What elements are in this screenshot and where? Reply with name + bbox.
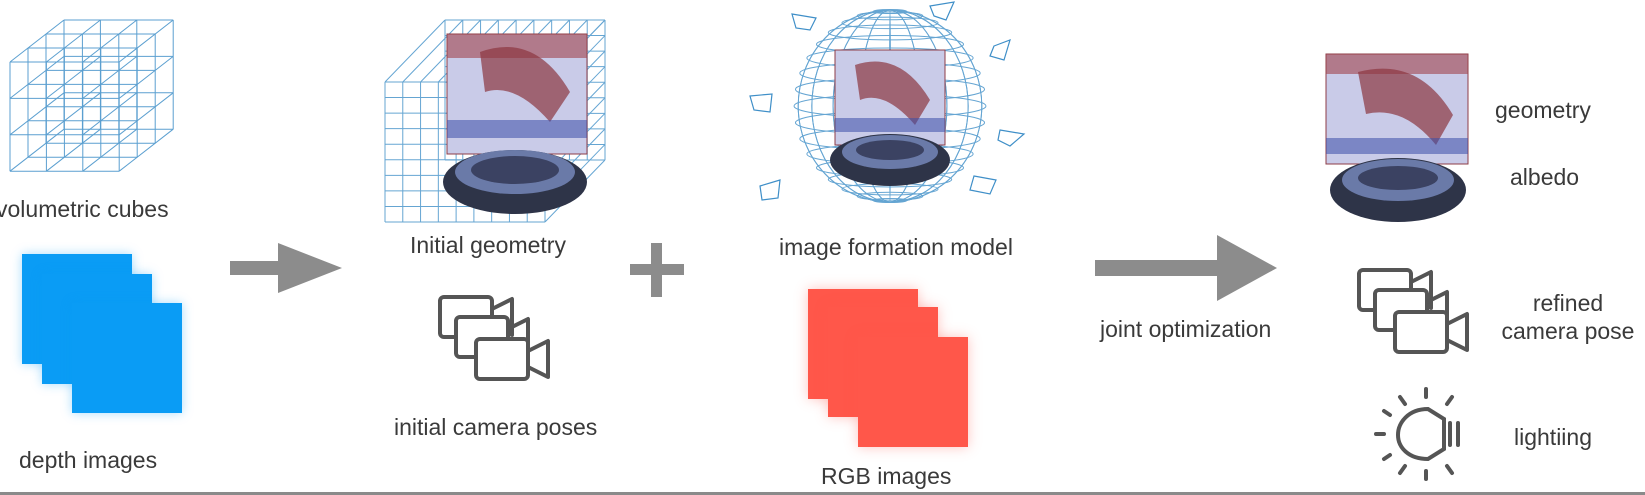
rgb-images-label: RGB images bbox=[821, 463, 952, 489]
camera-icon bbox=[1357, 268, 1469, 354]
bottom-divider bbox=[0, 492, 1645, 495]
camera-icon bbox=[438, 295, 550, 381]
refined-geometry-graphic bbox=[1325, 53, 1469, 222]
joint-optimization-label: joint optimization bbox=[1100, 316, 1272, 342]
arrow-right-icon bbox=[230, 243, 342, 293]
image-formation-sphere-graphic bbox=[749, 1, 1026, 204]
albedo-label: albedo bbox=[1510, 164, 1580, 190]
initial-geometry-label: Initial geometry bbox=[410, 232, 566, 258]
arrow-right-icon bbox=[1095, 235, 1277, 301]
refined-camera-pose-line2: camera pose bbox=[1501, 318, 1635, 344]
depth-images-label: depth images bbox=[19, 447, 158, 473]
refined-camera-pose-label: refined camera pose bbox=[1493, 289, 1643, 345]
rgb-image-3 bbox=[858, 337, 968, 447]
volumetric-cubes-graphic bbox=[9, 19, 174, 172]
refined-camera-pose-line1: refined bbox=[1532, 290, 1604, 316]
depth-image-3 bbox=[72, 303, 182, 413]
initial-geometry-graphic bbox=[384, 19, 606, 223]
geometry-label: geometry bbox=[1495, 97, 1591, 123]
volumetric-cubes-label: volumetric cubes bbox=[0, 196, 169, 222]
plus-icon bbox=[630, 243, 684, 297]
image-formation-model-label: image formation model bbox=[779, 234, 1013, 260]
lightbulb-icon bbox=[1374, 387, 1460, 481]
lighting-label: lightiing bbox=[1514, 424, 1592, 450]
initial-camera-poses-label: initial camera poses bbox=[394, 414, 598, 440]
